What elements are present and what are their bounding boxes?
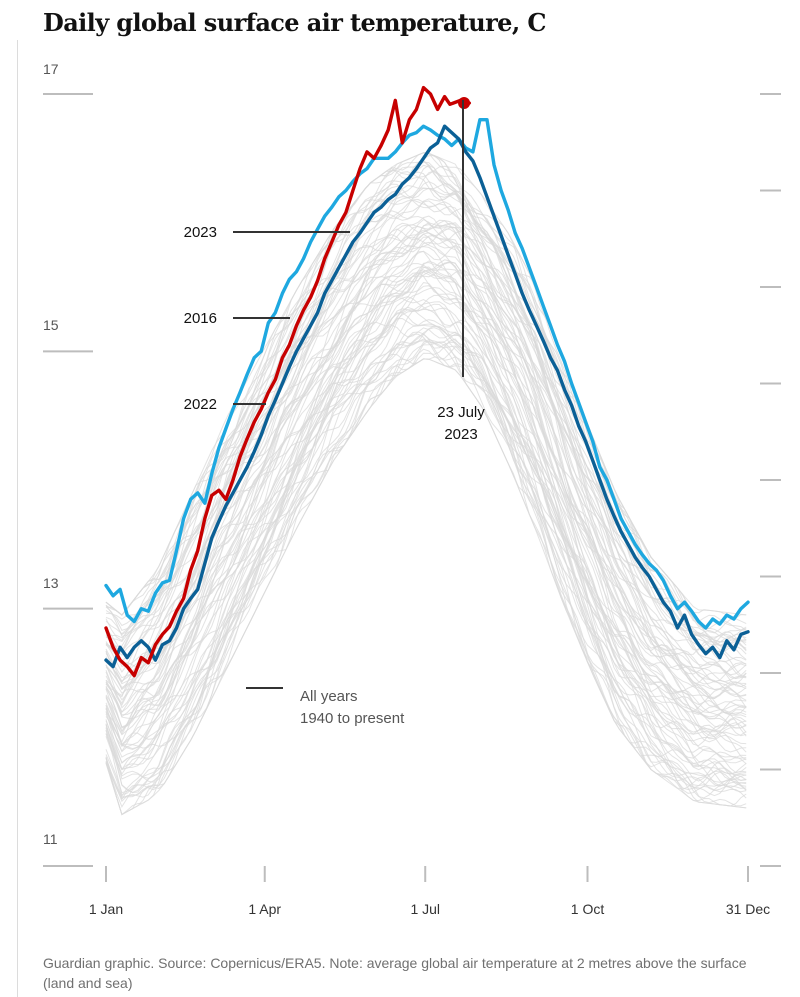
background-year-line [105, 229, 747, 709]
background-year-line [105, 272, 747, 761]
source-footnote: Guardian graphic. Source: Copernicus/ERA… [43, 955, 747, 991]
annotation-peak-label: 23 July [437, 404, 485, 421]
background-year-line [105, 225, 747, 709]
background-year-line [105, 181, 747, 663]
left-frame-rule [17, 40, 18, 997]
annotations: 2023 2016 2022 23 July 2023 All years 19… [184, 100, 485, 727]
background-year-line [105, 303, 747, 775]
x-tick-label-1-oct: 1 Oct [571, 901, 605, 917]
y-tick-label-11: 11 [43, 831, 58, 847]
background-year-line [105, 282, 747, 751]
x-tick-label-1-apr: 1 Apr [248, 901, 281, 917]
series-line-2022 [104, 124, 750, 669]
temperature-chart: 17 15 13 11 1 Jan 1 Apr 1 Jul 1 Oct 31 D… [43, 61, 781, 917]
background-year-line [105, 333, 747, 794]
background-year-line [105, 260, 747, 733]
series-lines [104, 85, 750, 678]
annotation-all-years-label: All years [300, 688, 358, 705]
background-year-line [105, 250, 747, 737]
background-year-line [105, 244, 747, 718]
series-line-2023 [104, 85, 471, 678]
background-year-line [105, 286, 747, 753]
annotation-2023-label: 2023 [184, 224, 217, 241]
background-year-line [105, 259, 747, 743]
background-year-line [105, 228, 747, 707]
annotation-all-years-label-2: 1940 to present [300, 710, 405, 727]
background-year-line [105, 222, 747, 683]
background-year-line [105, 190, 747, 662]
background-year-line [105, 170, 747, 648]
background-year-line [105, 317, 747, 771]
background-year-line [105, 222, 747, 689]
background-year-line [105, 324, 747, 787]
background-year-line [105, 236, 747, 706]
x-tick-label-1-jul: 1 Jul [410, 901, 440, 917]
y-tick-label-17: 17 [43, 61, 59, 77]
peak-marker-2023 [458, 97, 471, 110]
background-year-line [105, 324, 747, 782]
background-year-line [105, 308, 747, 781]
x-tick-label-1-jan: 1 Jan [89, 901, 123, 917]
background-year-line [105, 152, 747, 616]
background-year-line [105, 340, 747, 798]
background-year-line [105, 183, 747, 652]
background-year-line [105, 244, 747, 729]
background-year-line [105, 346, 747, 816]
y-tick-label-13: 13 [43, 575, 59, 591]
chart-title: Daily global surface air temperature, C [43, 8, 546, 37]
background-years-group [105, 152, 747, 816]
series-line-2016 [104, 117, 750, 630]
annotation-2022-label: 2022 [184, 396, 217, 413]
x-tick-label-31-dec: 31 Dec [726, 901, 770, 917]
x-axis: 1 Jan 1 Apr 1 Jul 1 Oct 31 Dec [89, 866, 770, 917]
annotation-peak-label-year: 2023 [444, 426, 477, 443]
background-year-line [105, 296, 747, 765]
background-year-line [105, 312, 747, 781]
y-tick-label-15: 15 [43, 317, 59, 333]
y-axis: 17 15 13 11 [43, 61, 781, 867]
annotation-2016-label: 2016 [184, 310, 217, 327]
